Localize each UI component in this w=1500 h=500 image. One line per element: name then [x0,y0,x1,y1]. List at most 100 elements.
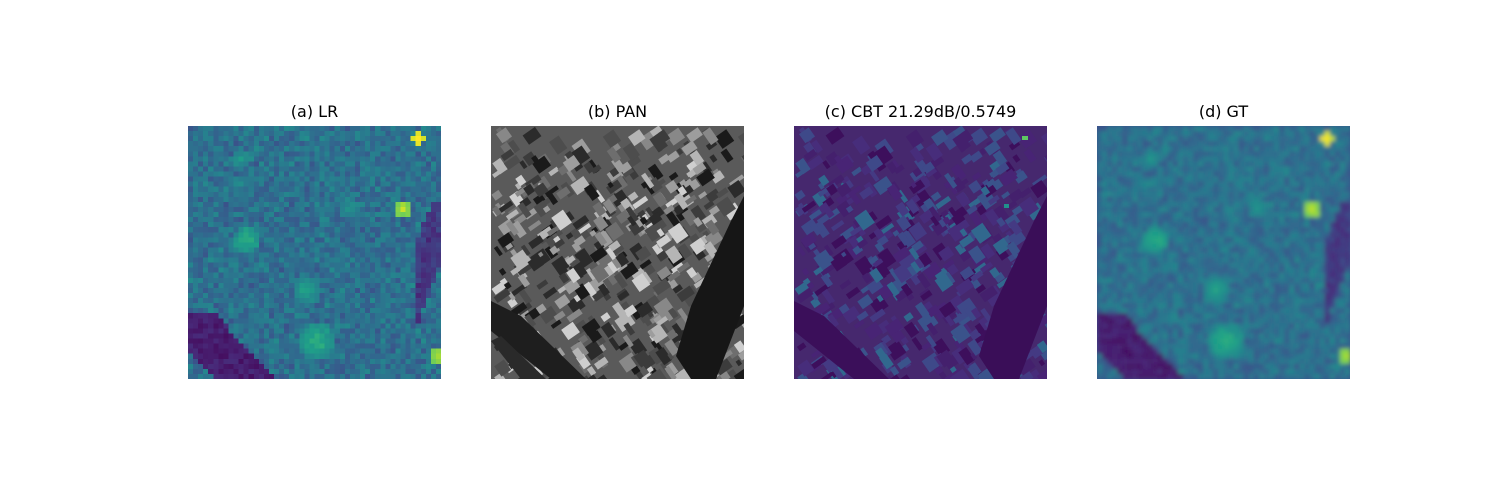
lr-pixel [380,176,386,183]
lr-pixel [370,232,376,238]
gt-pixel [1172,146,1179,152]
lr-pixel [375,176,381,183]
gt-pixel [1213,247,1220,254]
lr-pixel [203,222,209,228]
lr-pixel [304,292,311,299]
lr-pixel [390,282,397,289]
cbt-building [938,301,957,318]
lr-pixel [405,222,412,228]
cbt-building [996,217,1006,227]
lr-pixel [370,161,376,168]
gt-pixel [1172,222,1179,228]
lr-pixel [339,323,346,329]
lr-pixel [425,257,432,264]
lr-pixel [380,166,386,173]
lr-pixel [400,141,407,147]
gt-pixel [1329,181,1336,188]
lr-pixel [405,196,412,203]
lr-pixel [309,146,316,152]
lr-pixel [248,146,255,152]
lr-pixel [375,323,381,329]
lr-pixel [360,292,366,299]
lr-pixel [263,287,270,294]
lr-pixel [309,287,316,294]
lr-pixel [380,257,386,264]
gt-pixel [1132,141,1139,147]
lr-pixel [263,348,270,355]
lr-pixel [370,267,376,274]
lr-pixel [274,282,280,289]
gt-pixel [1279,186,1285,193]
lr-pixel [263,166,270,173]
lr-pixel [243,282,250,289]
lr-pixel [223,141,230,147]
lr-pixel [324,166,331,173]
lr-pixel [203,151,209,157]
lr-pixel [430,267,437,274]
gt-pixel [1334,191,1341,198]
lr-pixel [263,206,270,213]
lr-pixel [193,262,199,269]
lr-pixel [253,186,260,193]
gt-pixel [1279,242,1285,249]
gt-pixel [1198,186,1204,193]
gt-pixel [1152,191,1159,198]
lr-pixel [294,126,300,132]
gt-pixel [1127,217,1134,223]
pan-building [532,155,552,174]
lr-pixel [198,262,204,269]
lr-pixel [193,333,199,340]
gt-pixel [1112,206,1118,213]
panel-title-pan: (b) PAN [587,102,648,121]
lr-pixel [304,156,311,163]
gt-pixel [1274,146,1280,152]
lr-pixel [354,232,361,238]
gt-pixel [1243,232,1250,238]
lr-pixel [360,232,366,238]
lr-pixel [258,191,265,198]
gt-pixel [1274,262,1280,269]
cbt-building [950,323,971,344]
lr-pixel [425,333,432,340]
gt-pixel [1248,131,1255,137]
pan-building [491,189,503,201]
cbt-building [794,281,809,295]
lr-pixel [248,181,255,188]
gt-pixel [1238,232,1245,238]
gt-pixel [1208,181,1214,188]
lr-pixel [339,353,346,360]
cbt-building [866,278,884,295]
lr-pixel [314,298,321,304]
lr-pixel [375,303,381,309]
lr-pixel [208,333,214,340]
lr-pixel [415,151,422,157]
lr-pixel [415,303,422,309]
lr-pixel [203,318,209,324]
gt-pixel [1319,186,1326,193]
gt-pixel [1294,252,1300,259]
gt-pixel [1299,181,1306,188]
lr-pixel [223,353,230,360]
lr-pixel [360,136,366,142]
lr-pixel [420,267,427,274]
lr-pixel [380,131,386,137]
gt-pixel [1233,191,1240,198]
lr-pixel [289,222,295,228]
lr-pixel [329,287,336,294]
gt-pixel [1309,232,1316,238]
gt-pixel [1117,136,1123,142]
gt-pixel [1319,196,1326,203]
lr-pixel [218,272,225,279]
lr-pixel [405,161,412,168]
lr-pixel [425,318,432,324]
lr-pixel [243,232,250,238]
lr-pixel [294,222,300,228]
pan-building [666,150,680,163]
gt-pixel [1142,267,1149,274]
lr-pixel [385,353,391,360]
lr-pixel [400,126,407,132]
gt-pixel [1208,252,1214,259]
lr-pixel [289,363,295,370]
lr-pixel [274,353,280,360]
lr-pixel [248,156,255,163]
